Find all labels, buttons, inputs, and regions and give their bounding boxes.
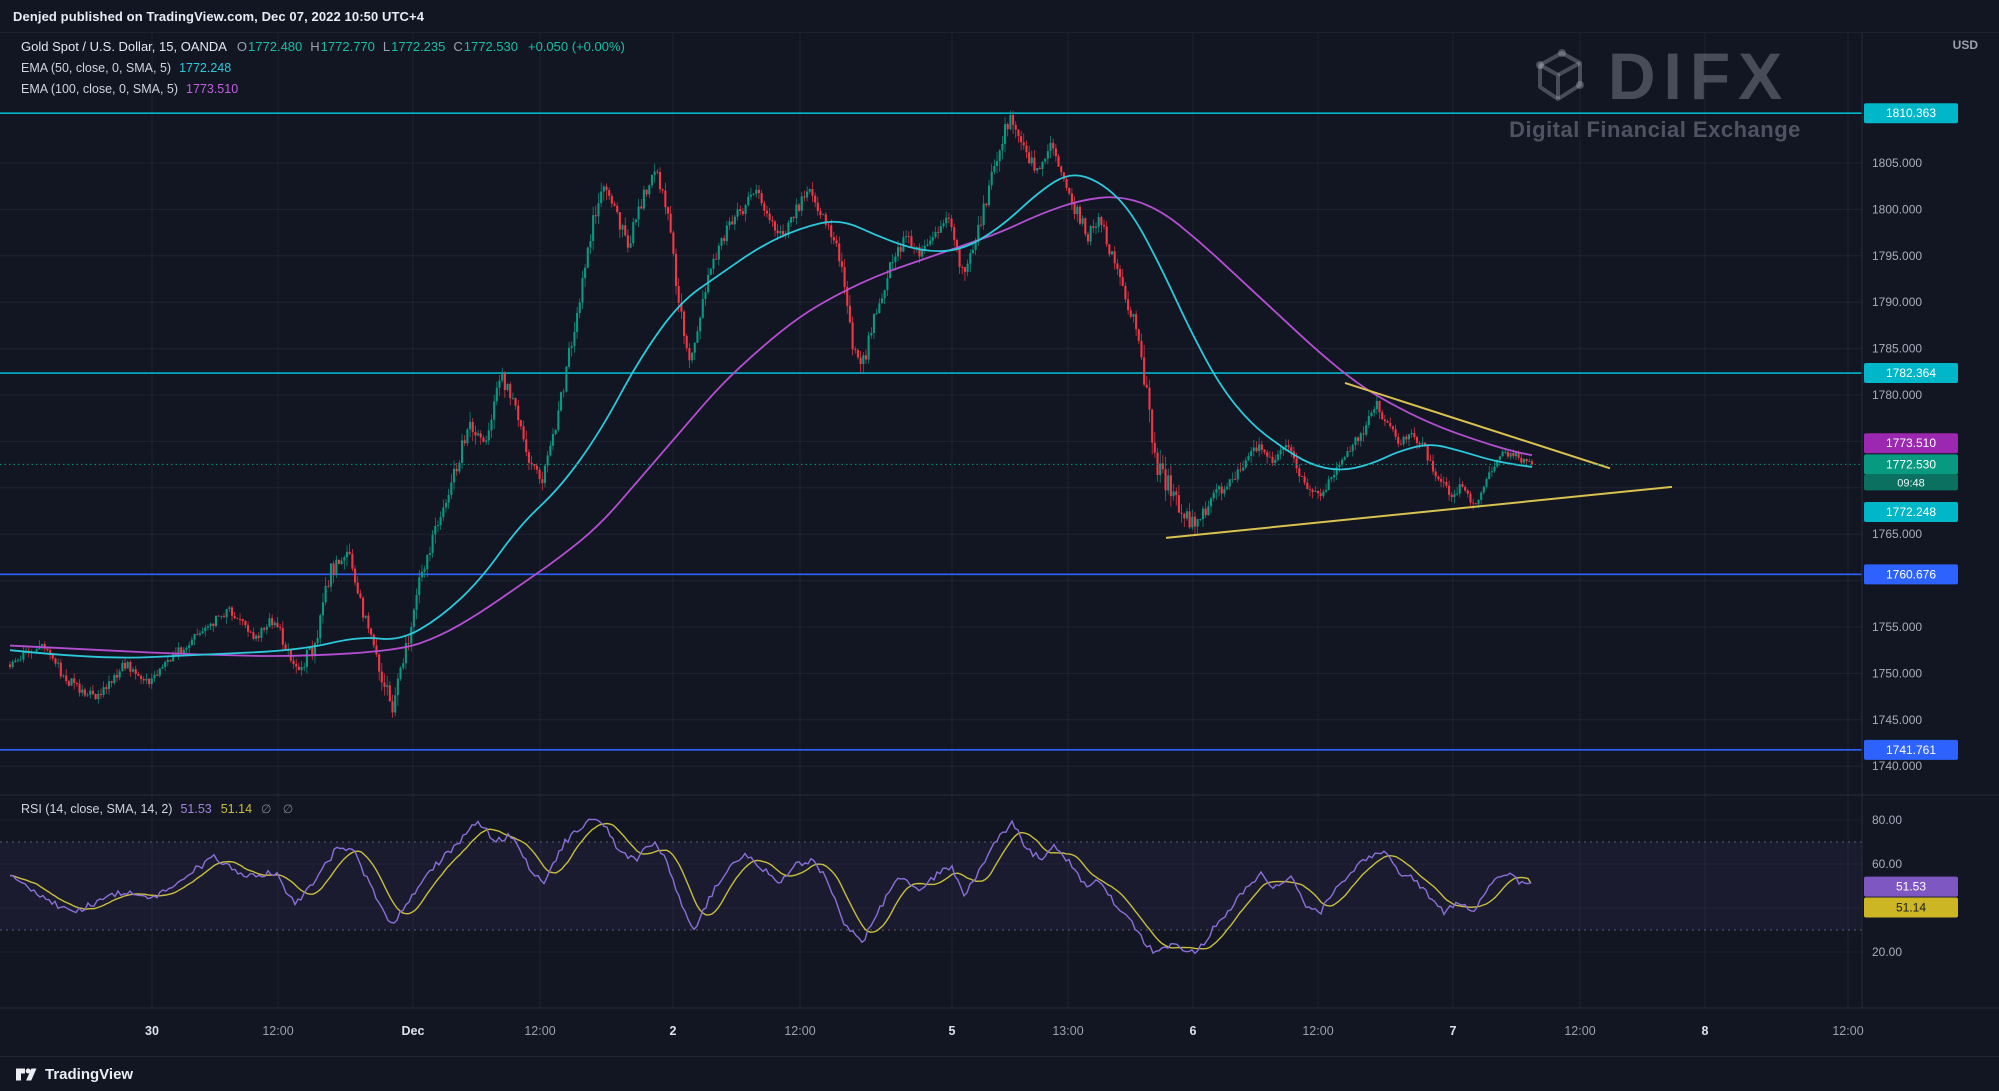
svg-text:09:48: 09:48 [1897, 477, 1925, 489]
rsi-label: RSI (14, close, SMA, 14, 2) [21, 802, 173, 816]
axis-badge: 1772.248 [1864, 501, 1958, 522]
svg-text:20.00: 20.00 [1872, 945, 1902, 959]
price-scale[interactable]: USD 1805.000 1800.000 1795.000 1790.000 1785.… [1864, 38, 1978, 959]
svg-text:51.14: 51.14 [1896, 900, 1926, 914]
svg-text:51.53: 51.53 [1896, 880, 1926, 894]
rsi-legend-row[interactable]: RSI (14, close, SMA, 14, 2) 51.53 51.14 … [21, 802, 297, 816]
axis-badge: 51.14 [1864, 897, 1958, 918]
rsi-ma-value: 51.14 [220, 802, 253, 816]
indicator-legend: Gold Spot / U.S. Dollar, 15, OANDA O1772… [21, 36, 625, 99]
svg-text:1795.000: 1795.000 [1872, 249, 1922, 263]
svg-text:1785.000: 1785.000 [1872, 342, 1922, 356]
symbol-title: Gold Spot / U.S. Dollar, 15, OANDA [21, 39, 227, 54]
svg-text:1740.000: 1740.000 [1872, 759, 1922, 773]
svg-text:1810.363: 1810.363 [1886, 106, 1936, 120]
ema50-line [9, 174, 1533, 659]
axis-badge: 1782.364 [1864, 363, 1958, 384]
open-value: 1772.480 [248, 39, 303, 54]
svg-text:1741.761: 1741.761 [1886, 743, 1936, 757]
rsi-ma-line [9, 822, 1532, 950]
time-axis-label: 7 [1450, 1024, 1457, 1038]
chart-canvas[interactable]: USD 1805.000 1800.000 1795.000 1790.000 1785.… [0, 33, 1999, 1056]
ema50-legend-row[interactable]: EMA (50, close, 0, SMA, 5) 1772.248 [21, 57, 625, 78]
svg-text:1772.530: 1772.530 [1886, 457, 1936, 471]
rsi-line [9, 818, 1532, 955]
time-axis-label: 12:00 [1302, 1024, 1333, 1038]
svg-text:1750.000: 1750.000 [1872, 666, 1922, 680]
publish-header: Denjed published on TradingView.com, Dec… [0, 0, 1999, 33]
price-scale-currency: USD [1953, 38, 1979, 52]
rsi-hidden-flags: ∅ ∅ [261, 802, 298, 816]
close-label: C [453, 39, 463, 54]
ema100-line [9, 196, 1533, 657]
low-value: 1772.235 [391, 39, 446, 54]
axis-badge: 1760.676 [1864, 564, 1958, 585]
rsi-value: 51.53 [180, 802, 212, 816]
svg-text:80.00: 80.00 [1872, 813, 1902, 827]
tradingview-wordmark: TradingView [45, 1065, 134, 1083]
ema50-value: 1772.248 [179, 60, 232, 75]
svg-text:1755.000: 1755.000 [1872, 620, 1922, 634]
symbol-legend-row[interactable]: Gold Spot / U.S. Dollar, 15, OANDA O1772… [21, 36, 625, 57]
high-field: H1772.770 [310, 39, 375, 54]
axis-badge: 51.53 [1864, 876, 1958, 897]
time-axis-label: 2 [670, 1024, 677, 1038]
svg-text:1805.000: 1805.000 [1872, 156, 1922, 170]
svg-text:1780.000: 1780.000 [1872, 388, 1922, 402]
time-axis-label: 30 [145, 1024, 159, 1038]
ema100-value: 1773.510 [186, 81, 239, 96]
svg-text:60.00: 60.00 [1872, 857, 1902, 871]
high-value: 1772.770 [320, 39, 375, 54]
time-axis-label: 12:00 [262, 1024, 293, 1038]
axis-badge: 1741.761 [1864, 739, 1958, 760]
tradingview-logo-link[interactable]: TradingView [14, 1062, 133, 1086]
ema-lines [9, 174, 1533, 659]
svg-text:1800.000: 1800.000 [1872, 202, 1922, 216]
chart-area: USD 1805.000 1800.000 1795.000 1790.000 1785.… [0, 33, 1999, 1056]
open-field: O1772.480 [237, 39, 302, 54]
ema50-label: EMA (50, close, 0, SMA, 5) [21, 60, 172, 75]
close-field: C1772.530 [453, 39, 518, 54]
rsi-band [0, 841, 1862, 931]
axis-badge: 1773.510 [1864, 433, 1958, 454]
axis-badge: 1772.530 09:48 [1864, 454, 1958, 491]
ema100-label: EMA (100, close, 0, SMA, 5) [21, 81, 179, 96]
rsi-lines [9, 818, 1532, 955]
time-axis-label: 13:00 [1052, 1024, 1083, 1038]
time-axis-label: 12:00 [1832, 1024, 1863, 1038]
low-label: L [382, 39, 391, 54]
time-axis-label: 8 [1702, 1024, 1709, 1038]
change-value: +0.050 (+0.00%) [528, 39, 625, 54]
time-axis-label: 5 [949, 1024, 956, 1038]
ema100-legend-row[interactable]: EMA (100, close, 0, SMA, 5) 1773.510 [21, 78, 625, 99]
svg-text:1765.000: 1765.000 [1872, 527, 1922, 541]
svg-text:1782.364: 1782.364 [1886, 366, 1936, 380]
svg-text:1745.000: 1745.000 [1872, 713, 1922, 727]
svg-text:1772.248: 1772.248 [1886, 505, 1936, 519]
axis-badge: 1810.363 [1864, 103, 1958, 124]
time-axis-label: 12:00 [784, 1024, 815, 1038]
trendlines[interactable] [1165, 381, 1673, 539]
tradingview-logo-icon [16, 1068, 37, 1081]
time-axis-label: 6 [1190, 1024, 1197, 1038]
time-axis-label: Dec [402, 1024, 425, 1038]
svg-text:1773.510: 1773.510 [1886, 436, 1936, 450]
horizontal-level-lines[interactable] [0, 112, 1862, 751]
time-axis-label: 12:00 [1564, 1024, 1595, 1038]
close-value: 1772.530 [463, 39, 518, 54]
time-axis-label: 12:00 [524, 1024, 555, 1038]
high-label: H [310, 39, 320, 54]
open-label: O [236, 39, 248, 54]
low-field: L1772.235 [383, 39, 445, 54]
svg-text:1790.000: 1790.000 [1872, 295, 1922, 309]
grid-lines [0, 33, 1862, 1008]
svg-text:1760.676: 1760.676 [1886, 567, 1936, 581]
time-scale[interactable]: 30 12:00 Dec 12:00 2 12:00 5 13:00 6 12:00 7 12:00 8… [145, 1024, 1864, 1038]
footer-bar: TradingView [0, 1056, 1999, 1091]
publish-text: Denjed published on TradingView.com, Dec… [13, 8, 425, 24]
